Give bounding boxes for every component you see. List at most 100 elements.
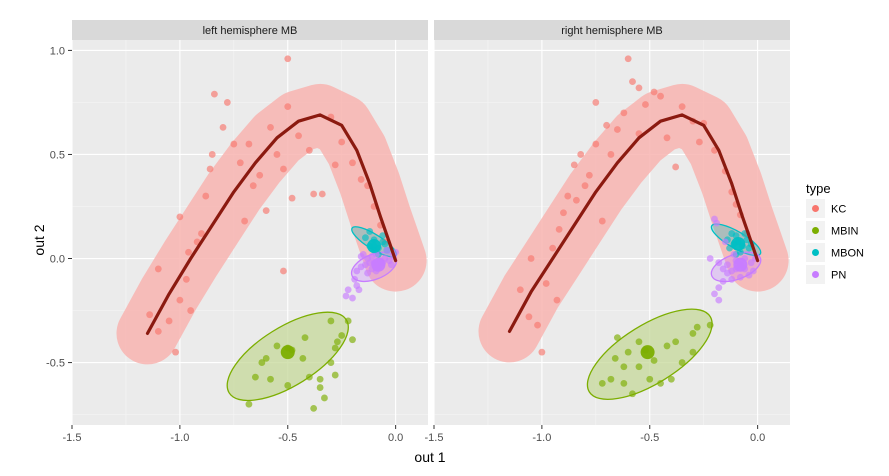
point-mbon [728, 230, 736, 237]
point-mbin [310, 404, 318, 412]
point-kc [564, 192, 572, 200]
legend-title: type [806, 181, 831, 196]
point-pn [715, 259, 723, 267]
point-mbin [344, 317, 352, 325]
point-mbin [262, 355, 270, 362]
point-kc [629, 78, 636, 86]
x-tick-label: 0.0 [750, 432, 765, 444]
point-mbin [273, 342, 281, 350]
point-kc [236, 159, 244, 167]
x-tick-label: -1.0 [532, 432, 551, 444]
centroid-pn [733, 257, 748, 272]
point-mbin [349, 336, 356, 344]
point-kc [624, 55, 632, 63]
y-tick-label: 0.5 [50, 149, 65, 161]
point-kc [284, 103, 292, 110]
point-kc [172, 348, 179, 356]
legend-swatch-mbin [812, 227, 819, 234]
point-mbon [379, 232, 387, 240]
centroid-mbon [367, 239, 382, 254]
point-pn [706, 255, 714, 262]
point-pn [344, 286, 352, 294]
point-mbin [689, 348, 697, 356]
point-kc [534, 321, 541, 329]
point-kc [245, 140, 253, 148]
point-pn [357, 253, 365, 260]
point-pn [368, 253, 376, 260]
point-kc [267, 124, 274, 131]
point-kc [211, 90, 218, 98]
point-kc [585, 171, 593, 179]
point-kc [672, 163, 680, 171]
point-pn [747, 259, 755, 267]
legend-item-pn: PN [806, 265, 846, 284]
y-tick-label: 0.0 [50, 254, 65, 266]
point-kc [549, 244, 557, 252]
point-kc [577, 151, 585, 158]
point-pn [724, 269, 731, 277]
point-kc [357, 176, 365, 183]
point-mbon [726, 244, 733, 252]
point-mbin [321, 394, 328, 402]
point-pn [719, 265, 727, 273]
point-kc [176, 296, 184, 304]
y-tick-label: -0.5 [46, 358, 65, 370]
point-kc [249, 182, 257, 190]
point-mbin [607, 375, 615, 383]
point-mbin [327, 317, 335, 325]
legend-item-mbon: MBON [806, 243, 864, 262]
point-kc [613, 126, 621, 133]
point-kc [555, 225, 563, 233]
x-tick-label: 0.0 [388, 432, 403, 444]
point-pn [364, 269, 371, 277]
kc-trajectory-line [145, 113, 398, 335]
x-tick-label: -1.5 [425, 432, 444, 444]
point-kc [527, 255, 535, 262]
point-pn [719, 278, 727, 285]
point-pn [724, 261, 731, 269]
point-kc [331, 161, 339, 169]
point-kc [208, 151, 216, 158]
kc-trajectory-line [507, 113, 760, 333]
point-pn [749, 267, 757, 275]
point-mbin [301, 334, 309, 341]
point-kc [592, 99, 600, 106]
plot-area [116, 55, 427, 412]
point-mbin [327, 359, 335, 366]
point-kc [695, 138, 703, 146]
point-mbin [620, 379, 628, 387]
point-mbin [672, 338, 680, 346]
point-kc [280, 165, 287, 173]
y-axis-label: out 2 [31, 224, 47, 255]
point-kc [288, 194, 296, 202]
point-kc [187, 307, 195, 314]
legend-swatch-mbon [812, 249, 819, 256]
point-kc [295, 132, 302, 140]
point-kc [338, 138, 346, 146]
point-kc [525, 313, 533, 321]
point-pn [387, 261, 395, 269]
panel-left: left hemisphere MB -1.5 -1.0 -0.5 0.0 [63, 20, 428, 444]
point-mbin [624, 348, 632, 356]
point-kc [280, 267, 287, 275]
point-pn [349, 294, 356, 302]
point-kc [663, 134, 671, 142]
point-pn [353, 267, 361, 275]
point-pn [355, 286, 363, 294]
point-pn [730, 250, 738, 258]
legend-label-pn: PN [831, 270, 846, 282]
point-kc [642, 101, 649, 108]
legend-item-kc: KC [806, 199, 846, 218]
point-mbin [678, 359, 686, 366]
point-kc [560, 209, 567, 217]
point-kc [185, 248, 192, 256]
point-mbon [366, 228, 374, 235]
point-pn [736, 273, 744, 281]
point-pn [715, 296, 723, 304]
point-mbin [331, 344, 339, 352]
point-kc [620, 109, 628, 117]
point-kc [154, 327, 162, 335]
point-kc [538, 348, 546, 356]
plot-area [478, 55, 789, 400]
